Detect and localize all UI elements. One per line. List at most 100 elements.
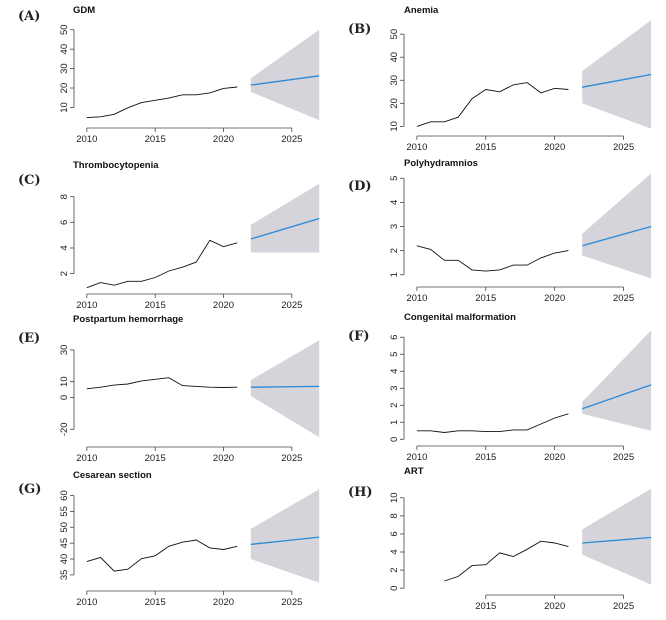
y-tick-label: 10: [59, 376, 70, 387]
forecast-interval-band: [250, 489, 320, 583]
x-tick-label: 2025: [281, 300, 302, 311]
y-tick-label: 0: [59, 395, 70, 400]
panel-label: (A): [18, 9, 40, 24]
x-tick-label: 2020: [544, 293, 565, 304]
y-tick-label: 60: [59, 490, 70, 501]
x-tick-label: 2015: [145, 597, 166, 608]
forecast-series-line: [250, 385, 320, 388]
x-tick-label: 2010: [406, 293, 427, 304]
y-tick-label: 50: [59, 24, 70, 35]
panel-cesarean-section: (G) Cesarean section 2010 2015 2020 2025 35 40 4…: [18, 470, 320, 608]
panel-label: (D): [348, 179, 372, 194]
y-tick-label: 45: [59, 538, 70, 549]
forecast-series-line: [250, 75, 320, 86]
panel-label: (E): [18, 331, 40, 346]
y-tick-label: 50: [389, 29, 400, 40]
y-tick-label: 2: [59, 271, 70, 276]
y-tick-label: 8: [59, 194, 70, 199]
y-tick-label: 3: [389, 224, 400, 229]
y-tick-label: 20: [59, 83, 70, 94]
y-tick-label: 30: [59, 63, 70, 74]
x-tick-label: 2025: [613, 452, 634, 463]
x-tick-label: 2020: [213, 300, 234, 311]
panel-title: Thrombocytopenia: [73, 160, 159, 171]
x-tick-label: 2010: [76, 300, 97, 311]
x-tick-label: 2025: [281, 453, 302, 464]
observed-series-line: [416, 82, 569, 127]
x-tick-label: 2025: [613, 601, 634, 612]
panel-title: Polyhydramnios: [404, 158, 478, 169]
x-tick-label: 2015: [475, 452, 496, 463]
y-tick-label: 50: [59, 522, 70, 533]
panel-label: (F): [348, 329, 370, 344]
y-tick-label: 4: [389, 200, 400, 205]
x-tick-label: 2025: [281, 597, 302, 608]
forecast-series-line: [582, 225, 652, 247]
y-tick-label: 30: [59, 345, 70, 356]
panel-label: (B): [348, 22, 371, 37]
y-tick-label: 3: [389, 386, 400, 391]
observed-series-line: [86, 86, 238, 119]
y-tick-label: 10: [59, 102, 70, 113]
forecast-interval-band: [582, 330, 652, 431]
panel-title: ART: [404, 466, 424, 477]
y-tick-label: -20: [59, 422, 70, 436]
x-tick-label: 2010: [76, 597, 97, 608]
y-tick-label: 4: [389, 549, 400, 554]
y-tick-label: 0: [389, 586, 400, 591]
x-tick-label: 2020: [544, 601, 565, 612]
panel-gdm: (A) GDM 2010 2015 2020 2025 10 20 30 40 50: [18, 5, 320, 145]
x-tick-label: 2015: [475, 293, 496, 304]
x-tick-label: 2015: [475, 142, 496, 153]
x-tick-label: 2015: [145, 453, 166, 464]
x-tick-label: 2020: [213, 134, 234, 145]
y-tick-label: 20: [389, 98, 400, 109]
x-tick-label: 2010: [76, 134, 97, 145]
observed-series-line: [86, 539, 238, 572]
panel-thrombocytopenia: (C) Thrombocytopenia 2010 2015 2020 2025 2 4 6 8: [18, 160, 320, 311]
panel-title: Postpartum hemorrhage: [73, 314, 183, 325]
forecast-interval-band: [250, 183, 320, 253]
forecast-interval-band: [582, 488, 652, 585]
forecast-series-line: [250, 217, 320, 240]
forecast-interval-band: [582, 173, 652, 279]
y-tick-label: 0: [389, 437, 400, 442]
y-tick-label: 6: [59, 220, 70, 225]
panel-label: (H): [348, 485, 373, 500]
y-tick-label: 8: [389, 513, 400, 518]
observed-series-line: [86, 377, 238, 390]
y-tick-label: 2: [389, 567, 400, 572]
panel-label: (C): [18, 173, 41, 188]
y-tick-label: 40: [389, 52, 400, 63]
y-tick-label: 5: [389, 176, 400, 181]
panel-postpartum-hemorrhage: (E) Postpartum hemorrhage 2010 2015 2020 2025…: [18, 314, 320, 464]
y-tick-label: 4: [389, 369, 400, 374]
forecast-interval-band: [250, 29, 320, 121]
panel-art: (H) ART 2015 2020 2025 0 2 4 6 8 10: [348, 466, 652, 612]
panel-title: GDM: [73, 5, 95, 16]
observed-series-line: [86, 239, 238, 289]
y-tick-label: 4: [59, 245, 70, 250]
y-tick-label: 35: [59, 570, 70, 581]
x-tick-label: 2020: [544, 142, 565, 153]
x-tick-label: 2025: [613, 142, 634, 153]
observed-series-line: [416, 245, 569, 272]
y-tick-label: 40: [59, 44, 70, 55]
x-tick-label: 2010: [76, 453, 97, 464]
panel-polyhydramnios: (D) Polyhydramnios 2010 2015 2020 2025 1 2 3 4 5: [348, 158, 652, 304]
forecast-interval-band: [582, 20, 652, 129]
y-tick-label: 10: [389, 492, 400, 503]
x-tick-label: 2025: [613, 293, 634, 304]
x-tick-label: 2015: [475, 601, 496, 612]
forecast-interval-band: [250, 340, 320, 438]
y-tick-label: 2: [389, 248, 400, 253]
y-tick-label: 40: [59, 554, 70, 565]
x-tick-label: 2015: [145, 300, 166, 311]
panel-title: Congenital malformation: [404, 312, 516, 323]
y-tick-label: 5: [389, 352, 400, 357]
y-tick-label: 30: [389, 75, 400, 86]
panel-label: (G): [18, 482, 41, 497]
x-tick-label: 2020: [213, 597, 234, 608]
x-tick-label: 2010: [406, 142, 427, 153]
